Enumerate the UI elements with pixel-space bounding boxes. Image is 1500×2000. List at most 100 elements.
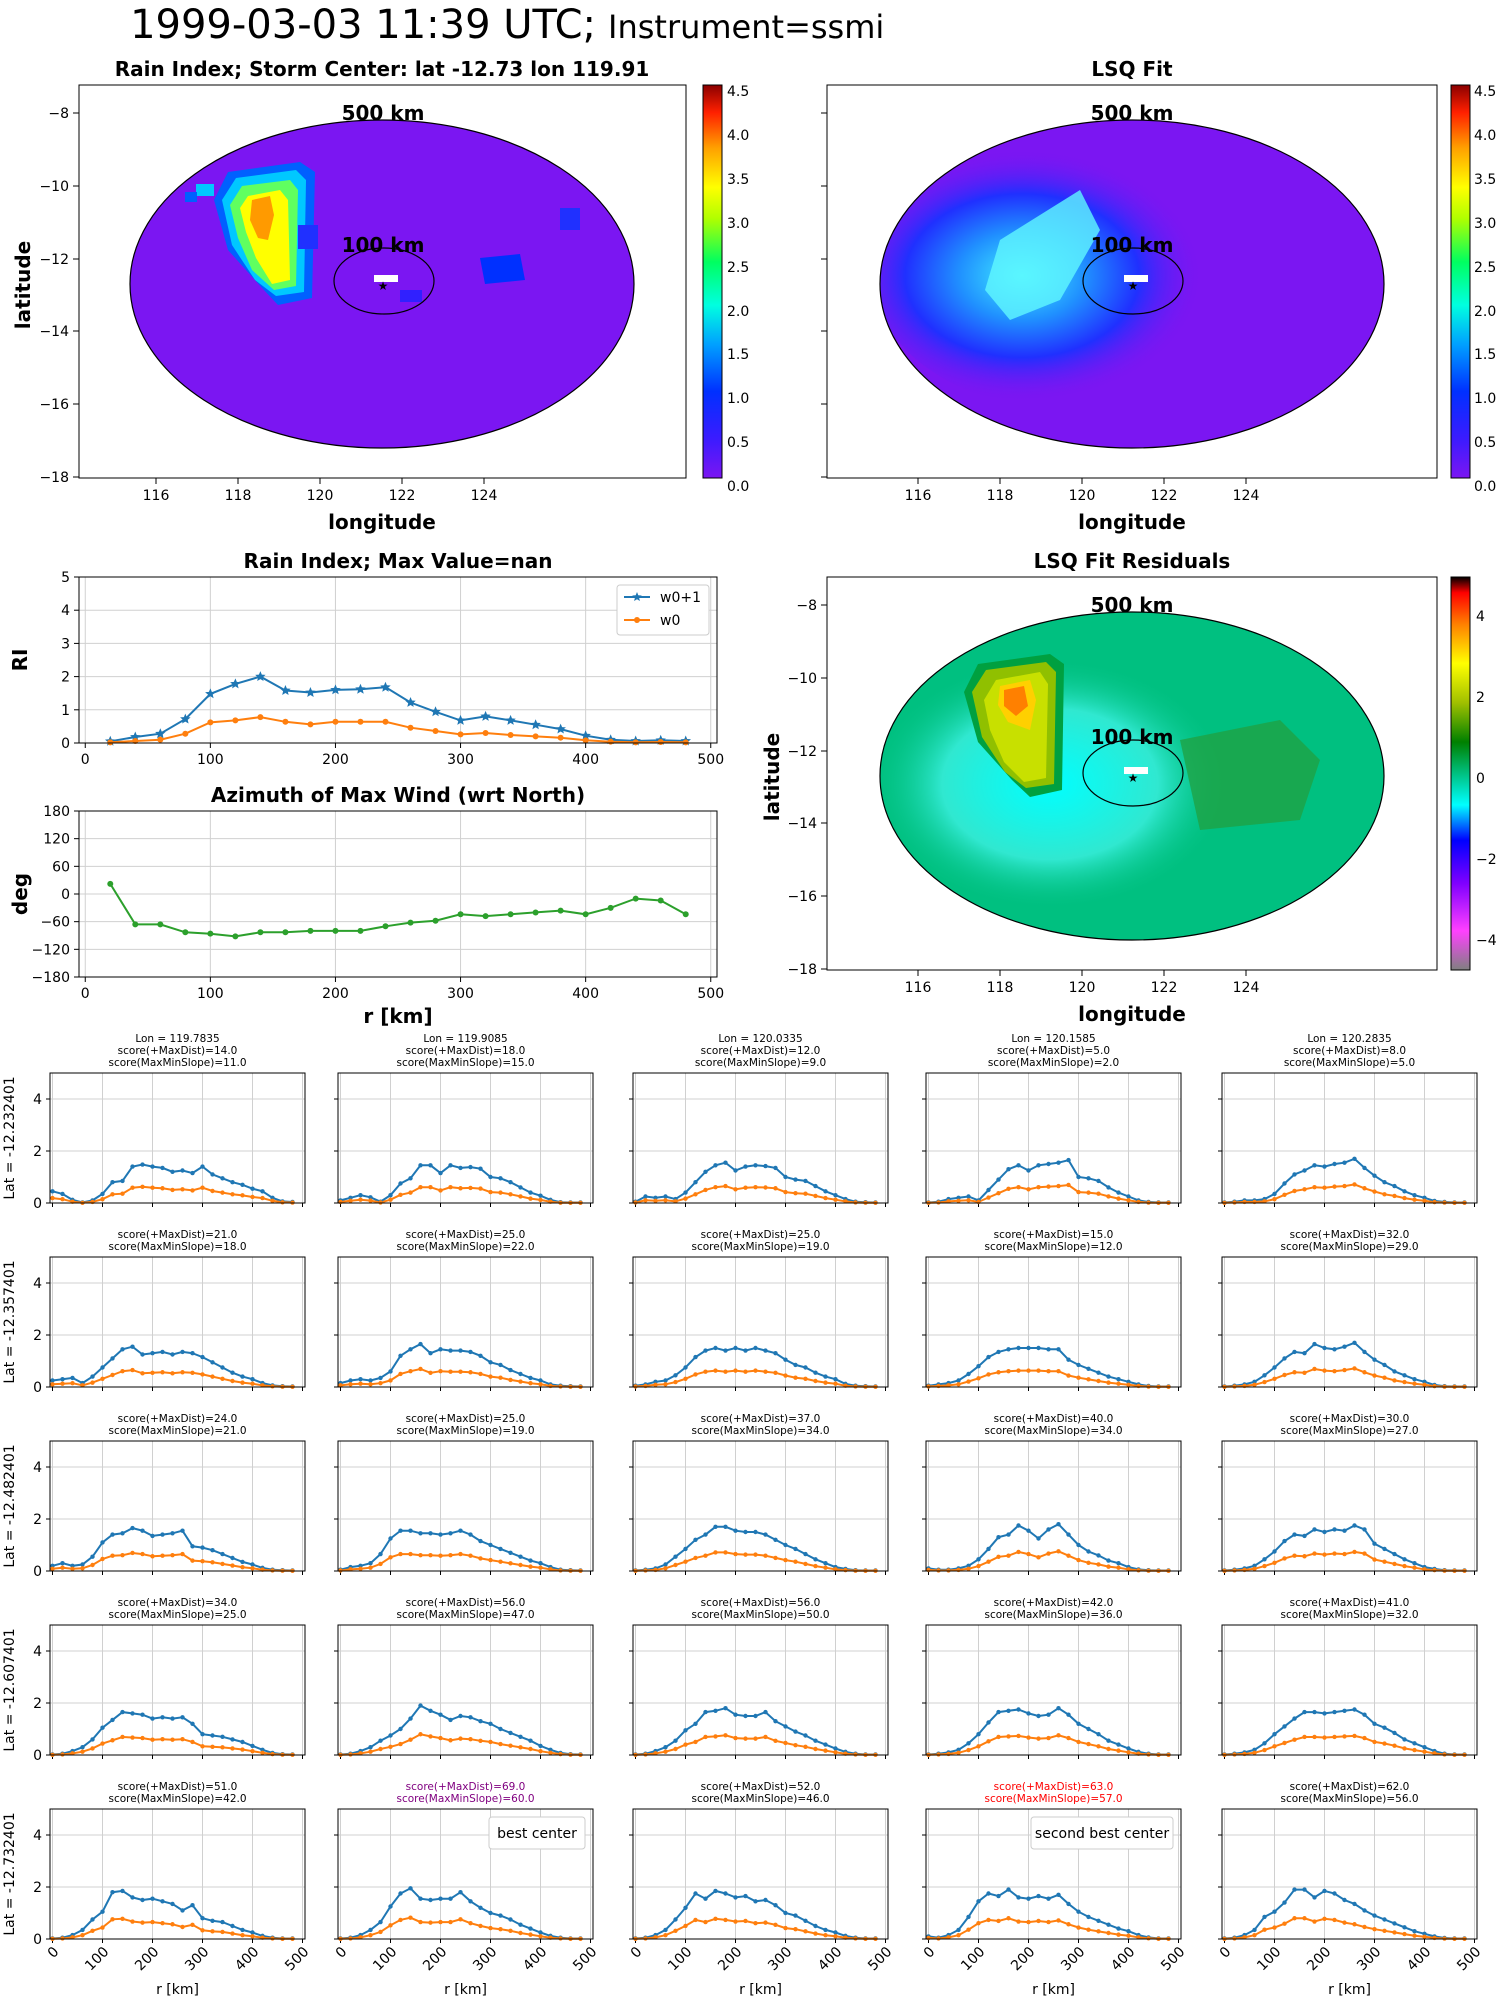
- candidate-point-w0p1: [210, 1360, 215, 1365]
- candidate-point-w0: [1096, 1562, 1101, 1567]
- candidate-point-w0: [230, 1563, 235, 1568]
- lsq-ring-100km: [1082, 247, 1184, 315]
- candidate-point-w0: [1312, 1919, 1317, 1924]
- candidate-point-w0: [50, 1382, 55, 1387]
- candidate-point-w0: [1006, 1734, 1011, 1739]
- candidate-point-w0: [200, 1185, 205, 1190]
- candidate-panel: score(+MaxDist)=25.0score(MaxMinSlope)=1…: [629, 1229, 889, 1391]
- candidate-point-w0: [803, 1376, 808, 1382]
- candidate-point-w0: [956, 1198, 961, 1204]
- candidate-point-w0: [230, 1378, 235, 1384]
- candidate-point-w0: [793, 1742, 798, 1748]
- candidate-point-w0: [683, 1923, 688, 1929]
- azimuth-point: [607, 904, 614, 911]
- candidate-point-w0: [120, 1191, 125, 1196]
- candidate-xtick-label: 100: [665, 1944, 695, 1974]
- candidate-point-w0: [1342, 1551, 1347, 1557]
- candidate-point-w0: [1116, 1196, 1121, 1201]
- candidate-point-w0p1: [1422, 1379, 1427, 1385]
- candidate-point-w0p1: [418, 1703, 423, 1708]
- candidate-point-w0p1: [378, 1375, 383, 1381]
- candidate-point-w0p1: [1352, 1707, 1357, 1712]
- candidate-axes: [338, 1625, 593, 1755]
- candidate-point-w0: [813, 1193, 818, 1199]
- ri-cbar-tick: 2.0: [727, 304, 749, 320]
- candidate-point-w0: [250, 1934, 255, 1939]
- candidate-point-w0: [378, 1200, 383, 1205]
- candidate-point-w0: [1312, 1184, 1317, 1190]
- residual-storm-center-marker: ★: [1128, 771, 1139, 785]
- ri-profile-point: [557, 734, 564, 741]
- candidate-point-w0: [1342, 1734, 1347, 1739]
- candidate-point-w0: [793, 1375, 798, 1380]
- candidate-point-w0p1: [230, 1555, 235, 1561]
- candidate-point-w0p1: [388, 1536, 393, 1541]
- candidate-point-w0p1: [538, 1378, 543, 1383]
- candidate-axes: [633, 1809, 888, 1939]
- candidate-point-w0: [428, 1370, 433, 1376]
- candidate-point-w0p1: [508, 1917, 513, 1922]
- candidate-score-maxdist: score(+MaxDist)=25.0: [406, 1229, 526, 1241]
- candidate-frame: [632, 1072, 889, 1204]
- candidate-point-w0: [763, 1369, 768, 1374]
- candidate-score-maxdist: score(+MaxDist)=5.0: [997, 1045, 1110, 1057]
- candidate-point-w0: [733, 1919, 738, 1924]
- candidate-score-maxdist: score(+MaxDist)=63.0: [994, 1781, 1114, 1793]
- candidate-row-label: Lat = -12.232401: [2, 1076, 18, 1199]
- candidate-point-w0: [280, 1200, 285, 1205]
- candidate-point-w0p1: [1066, 1712, 1071, 1717]
- candidate-point-w0p1: [823, 1742, 828, 1747]
- ri-profile-point: [205, 688, 216, 699]
- candidate-ytick-label: 0: [33, 1564, 42, 1580]
- azimuth-point: [582, 911, 589, 918]
- candidate-point-w0: [468, 1553, 473, 1558]
- candidate-point-w0p1: [673, 1554, 678, 1559]
- candidate-point-w0: [518, 1194, 523, 1199]
- candidate-point-w0: [1372, 1557, 1377, 1562]
- candidate-point-w0: [936, 1752, 941, 1757]
- candidate-point-w0: [270, 1936, 275, 1941]
- candidate-ytick-label: 2: [33, 1512, 42, 1528]
- candidate-point-w0: [140, 1735, 145, 1741]
- candidate-point-w0p1: [996, 1177, 1001, 1182]
- candidate-point-w0: [643, 1936, 648, 1941]
- candidate-point-w0p1: [80, 1745, 85, 1750]
- candidate-point-w0: [753, 1368, 758, 1373]
- candidate-point-w0: [1352, 1549, 1357, 1555]
- lsq-xtick: 120: [1069, 488, 1096, 504]
- candidate-point-w0p1: [996, 1535, 1001, 1540]
- candidate-point-w0: [160, 1186, 165, 1191]
- candidate-point-w0: [1026, 1919, 1031, 1925]
- candidate-point-w0: [673, 1928, 678, 1934]
- candidate-frame: [925, 1808, 1182, 1940]
- candidate-panel: score(+MaxDist)=30.0score(MaxMinSlope)=2…: [1218, 1413, 1478, 1575]
- candidate-point-w0: [408, 1737, 413, 1742]
- candidate-point-w0p1: [448, 1348, 453, 1353]
- candidate-point-w0p1: [773, 1537, 778, 1543]
- candidate-point-w0p1: [1116, 1190, 1121, 1195]
- candidate-point-w0p1: [1126, 1379, 1131, 1385]
- candidate-point-w0p1: [518, 1371, 523, 1377]
- candidate-point-w0p1: [408, 1716, 413, 1721]
- candidate-point-w0: [428, 1184, 433, 1190]
- candidate-point-w0: [240, 1747, 245, 1752]
- candidate-point-w0: [508, 1743, 513, 1748]
- candidate-point-w0p1: [1056, 1892, 1061, 1898]
- candidate-point-w0: [1372, 1739, 1377, 1745]
- azimuth-point: [207, 930, 214, 937]
- candidate-point-w0p1: [368, 1195, 373, 1200]
- candidate-point-w0: [200, 1744, 205, 1749]
- azimuth-ytick-label: 0: [61, 887, 70, 903]
- candidate-point-w0p1: [643, 1194, 648, 1199]
- candidate-point-w0p1: [783, 1724, 788, 1729]
- candidate-point-w0: [1106, 1380, 1111, 1385]
- candidate-point-w0p1: [1332, 1709, 1337, 1715]
- candidate-point-w0: [190, 1370, 195, 1376]
- candidate-score-maxminslope: score(MaxMinSlope)=36.0: [984, 1609, 1122, 1621]
- candidate-point-w0p1: [1046, 1712, 1051, 1717]
- candidate-point-w0: [793, 1190, 798, 1196]
- candidate-point-w0p1: [673, 1373, 678, 1378]
- candidate-score-maxdist: score(+MaxDist)=69.0: [406, 1781, 526, 1793]
- candidate-point-w0p1: [1106, 1374, 1111, 1379]
- candidate-point-w0p1: [1342, 1160, 1347, 1165]
